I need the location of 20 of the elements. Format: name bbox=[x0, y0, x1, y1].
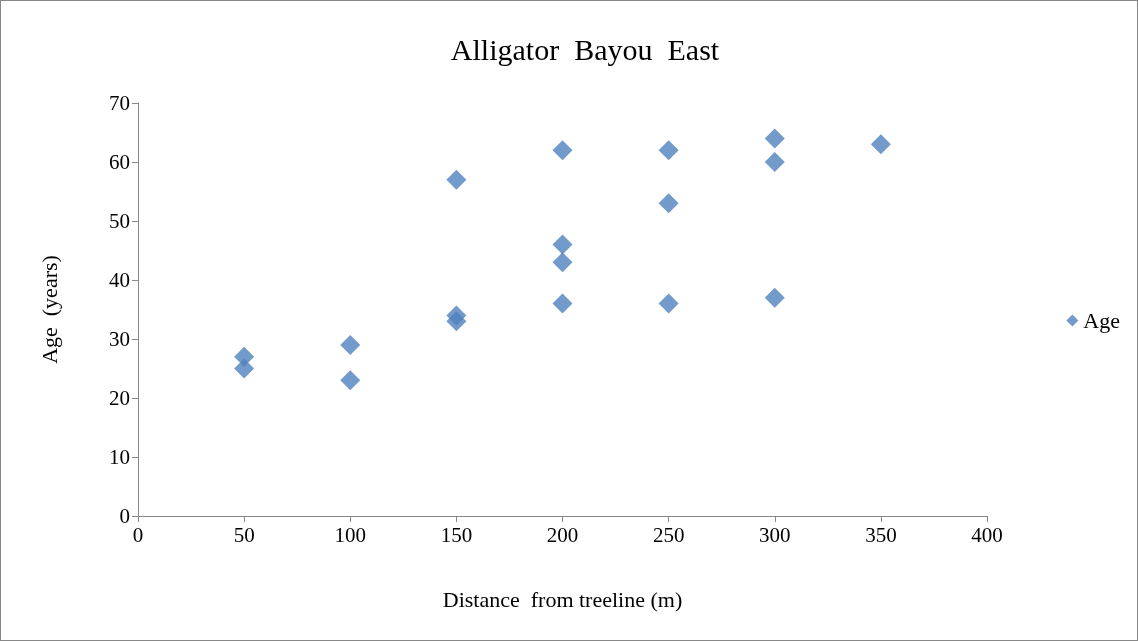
x-tick-label: 350 bbox=[865, 522, 897, 547]
y-axis-title: Age (years) bbox=[36, 255, 62, 364]
x-tick-label: 150 bbox=[440, 522, 473, 547]
x-tick-label: 250 bbox=[652, 522, 685, 547]
y-tick-label: 20 bbox=[109, 386, 130, 410]
y-tick-label: 60 bbox=[109, 150, 130, 174]
chart-title: Alligator Bayou East bbox=[450, 32, 720, 66]
x-axis-title: Distance from treeline (m) bbox=[442, 586, 683, 612]
y-tick-label: 30 bbox=[109, 327, 130, 351]
x-tick-label: 300 bbox=[759, 522, 791, 547]
y-tick-label: 40 bbox=[109, 268, 130, 292]
y-tick-label: 50 bbox=[109, 209, 130, 233]
y-tick-label: 10 bbox=[109, 445, 130, 469]
y-tick-label: 70 bbox=[109, 91, 130, 115]
legend-label: Age bbox=[1083, 308, 1120, 333]
x-tick-label: 100 bbox=[334, 522, 366, 547]
x-tick-label: 50 bbox=[233, 522, 255, 547]
x-tick-label: 200 bbox=[546, 522, 579, 547]
y-tick-label: 0 bbox=[119, 504, 130, 528]
x-tick-label: 400 bbox=[971, 522, 1003, 547]
